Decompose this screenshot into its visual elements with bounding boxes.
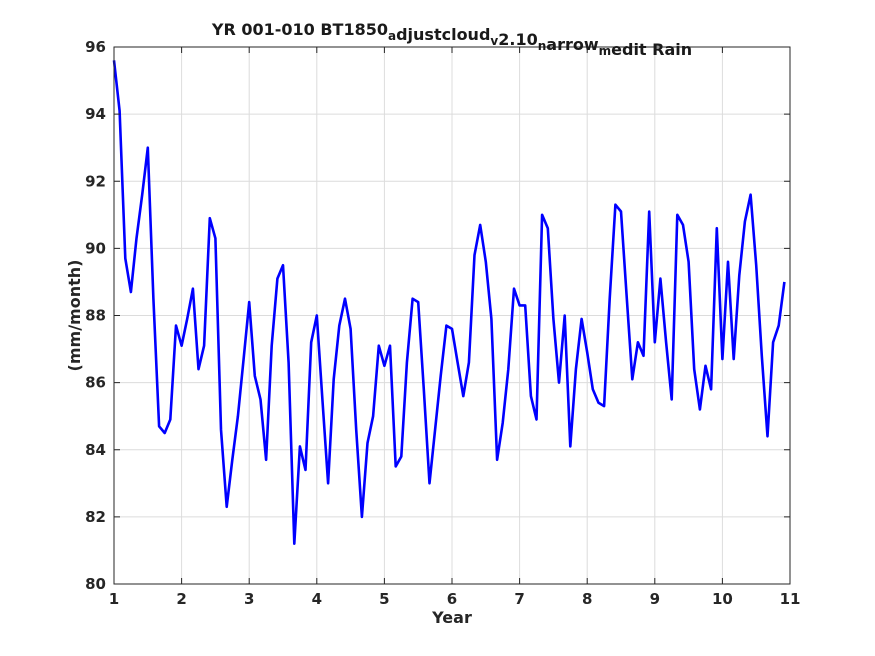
x-tick-label: 6	[447, 590, 457, 608]
x-tick-label: 9	[650, 590, 660, 608]
y-tick-label: 88	[85, 307, 106, 325]
y-tick-label: 96	[85, 38, 106, 56]
y-tick-label: 84	[85, 441, 106, 459]
x-axis-label: Year	[431, 608, 472, 627]
y-axis-label: (mm/month)	[65, 260, 84, 372]
title-part: edit Rain	[611, 40, 692, 59]
tick-labels: 1 2 3 4 5 6 7 8 9 10 11 80 82 84 86 88 90 92 94 96	[85, 38, 800, 608]
title-part: 2.10	[498, 30, 537, 49]
title-subscript: n	[538, 39, 547, 53]
title-subscript: v	[490, 34, 498, 48]
x-tick-label: 11	[780, 590, 801, 608]
y-tick-label: 92	[85, 172, 106, 190]
series-layer	[112, 60, 786, 546]
x-tick-label: 8	[582, 590, 592, 608]
x-tick-label: 1	[109, 590, 119, 608]
x-tick-label: 10	[712, 590, 733, 608]
title-part: djustcloud	[396, 25, 490, 44]
y-tick-label: 94	[85, 105, 106, 123]
y-tick-label: 90	[85, 239, 106, 257]
title-part: YR 001-010 BT1850	[211, 20, 388, 39]
y-tick-label: 80	[85, 575, 106, 593]
ticks	[113, 46, 791, 585]
y-tick-label: 82	[85, 508, 106, 526]
chart-title: YR 001-010 BT1850adjustcloudv2.10narrowm…	[211, 20, 692, 59]
x-tick-label: 2	[176, 590, 186, 608]
series-line	[112, 60, 786, 546]
x-tick-label: 3	[244, 590, 254, 608]
x-tick-label: 5	[379, 590, 389, 608]
x-tick-label: 7	[514, 590, 524, 608]
title-subscript: a	[388, 29, 396, 43]
title-part: arrow	[546, 35, 599, 54]
y-tick-label: 86	[85, 374, 106, 392]
x-tick-label: 4	[312, 590, 322, 608]
title-subscript: m	[599, 44, 612, 58]
